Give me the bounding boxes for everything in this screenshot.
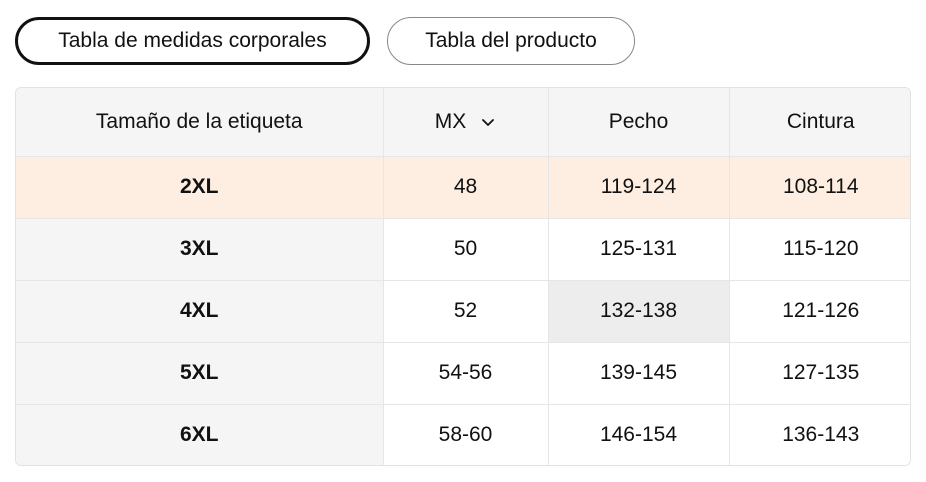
table-header-row: Tamaño de la etiqueta MX Pecho Cintura [16, 88, 910, 157]
table-row[interactable]: 3XL 50 125-131 115-120 [16, 218, 910, 281]
table-row[interactable]: 2XL 48 119-124 108-114 [16, 156, 910, 219]
chest-cell: 132-138 [548, 280, 730, 343]
table-row[interactable]: 6XL 58-60 146-154 136-143 [16, 404, 910, 465]
chest-cell: 146-154 [548, 404, 730, 465]
table-row[interactable]: 5XL 54-56 139-145 127-135 [16, 342, 910, 405]
header-region-select[interactable]: MX [383, 88, 549, 157]
mx-size-cell: 52 [383, 280, 549, 343]
tab-body-measurements[interactable]: Tabla de medidas corporales [15, 17, 370, 65]
mx-size-cell: 54-56 [383, 342, 549, 405]
size-label-cell: 5XL [16, 342, 384, 405]
mx-size-cell: 50 [383, 218, 549, 281]
table-row[interactable]: 4XL 52 132-138 121-126 [16, 280, 910, 343]
mx-size-cell: 48 [383, 156, 549, 219]
tab-product-measurements[interactable]: Tabla del producto [387, 17, 635, 65]
size-label-cell: 3XL [16, 218, 384, 281]
header-chest: Pecho [548, 88, 730, 157]
chest-cell: 119-124 [548, 156, 730, 219]
chevron-down-icon [482, 118, 495, 126]
mx-size-cell: 58-60 [383, 404, 549, 465]
chest-cell: 125-131 [548, 218, 730, 281]
region-select-label: MX [434, 109, 467, 133]
size-table: Tamaño de la etiqueta MX Pecho Cintura 2… [15, 87, 911, 466]
header-waist: Cintura [729, 88, 910, 157]
size-label-cell: 6XL [16, 404, 384, 465]
waist-cell: 115-120 [729, 218, 910, 281]
waist-cell: 121-126 [729, 280, 910, 343]
size-label-cell: 2XL [16, 156, 384, 219]
size-label-cell: 4XL [16, 280, 384, 343]
waist-cell: 136-143 [729, 404, 910, 465]
header-size-label: Tamaño de la etiqueta [16, 88, 384, 157]
waist-cell: 108-114 [729, 156, 910, 219]
size-chart-tabs: Tabla de medidas corporales Tabla del pr… [15, 17, 635, 65]
waist-cell: 127-135 [729, 342, 910, 405]
chest-cell: 139-145 [548, 342, 730, 405]
